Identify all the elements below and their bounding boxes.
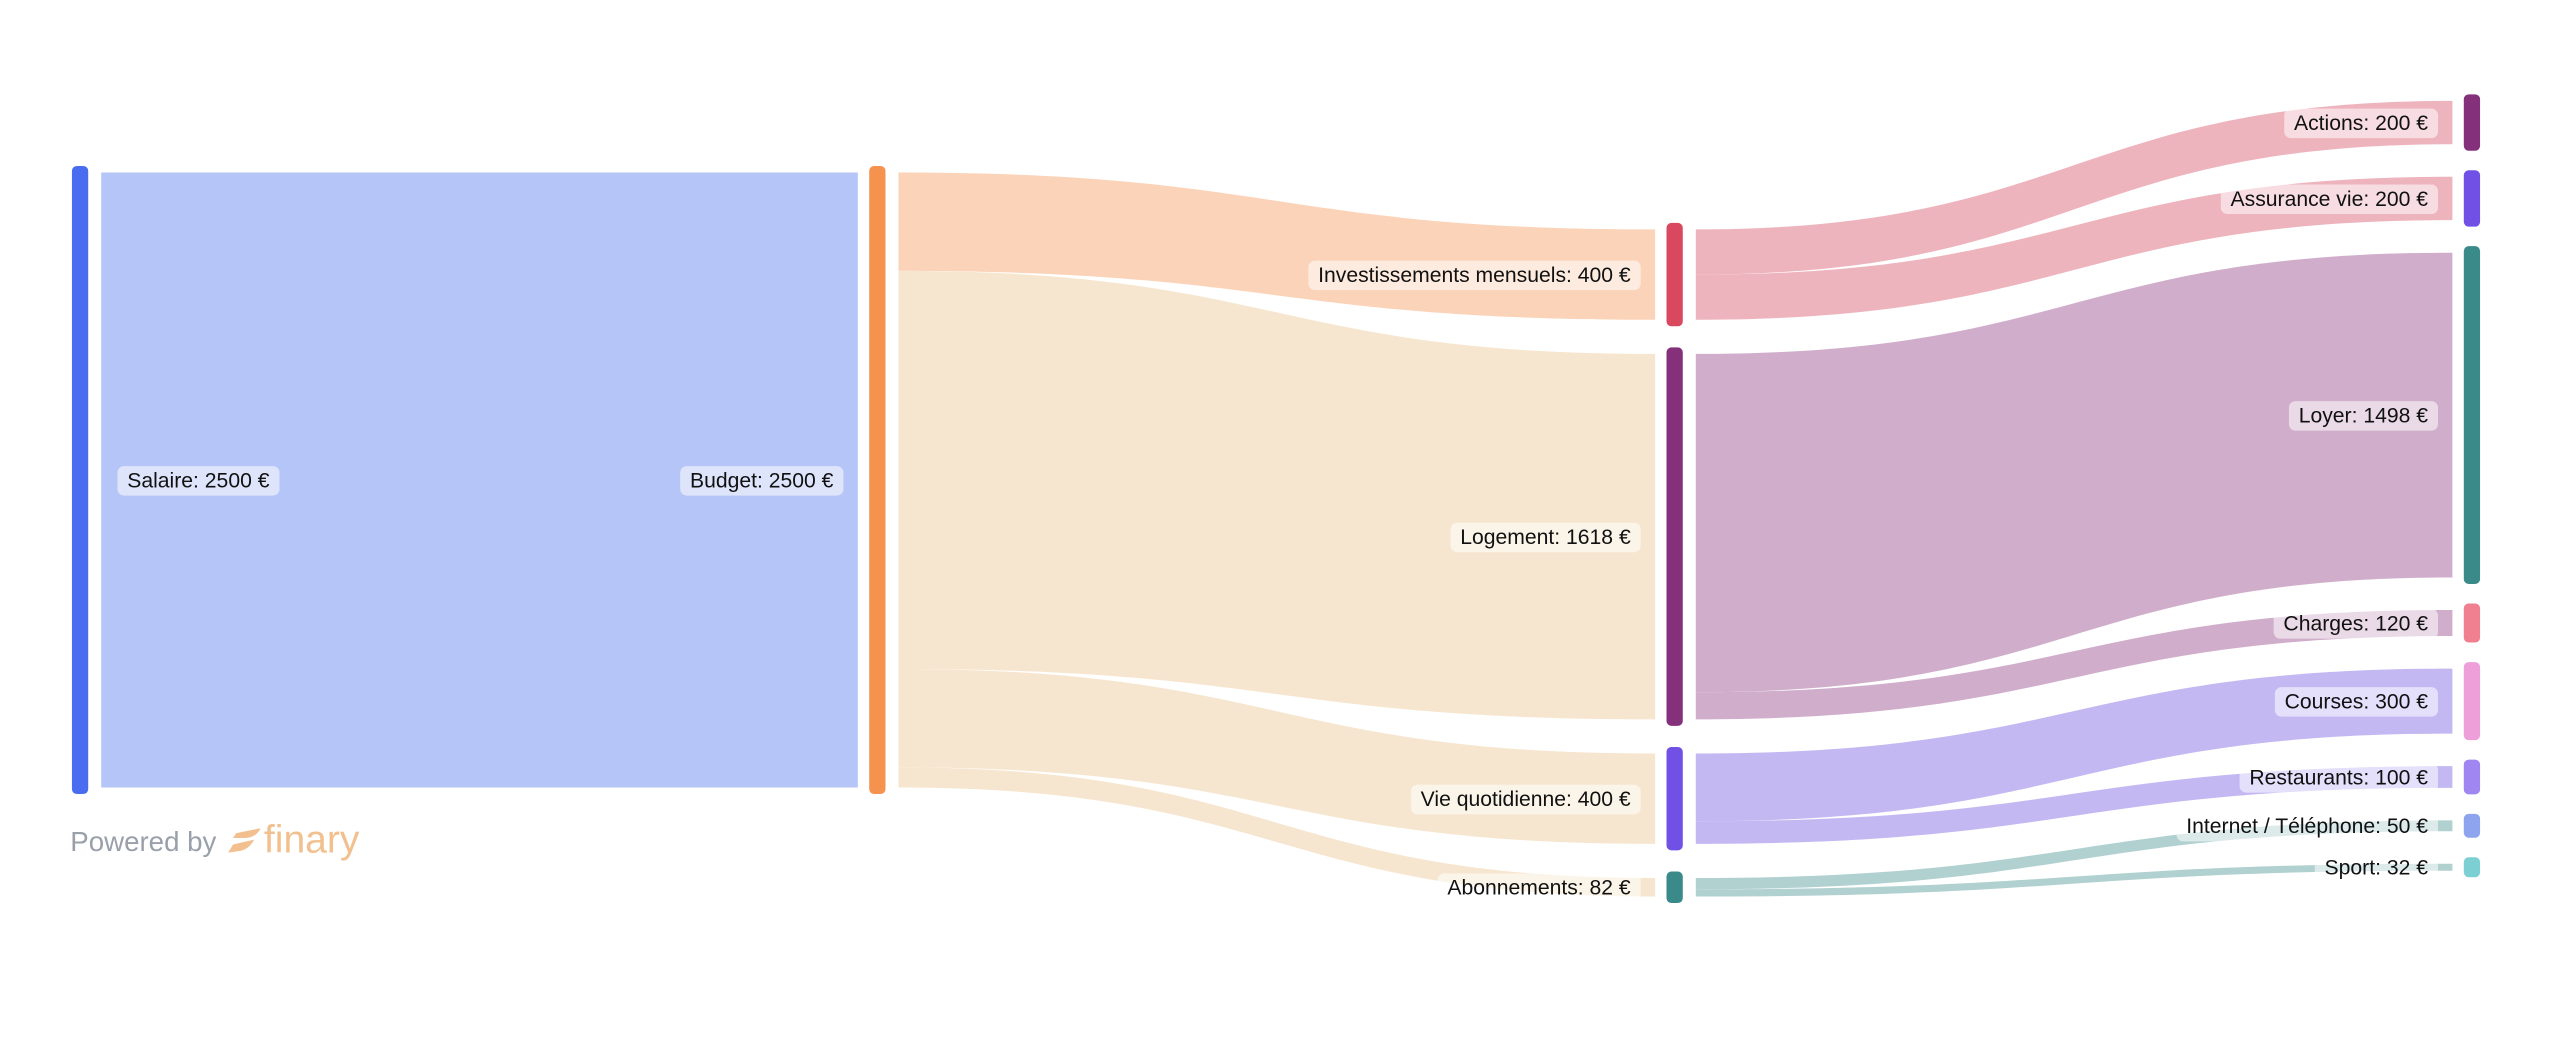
node-label-restaurants: Restaurants: 100 € bbox=[2239, 763, 2438, 793]
label-background bbox=[1450, 522, 1641, 553]
link-investissements-actions[interactable] bbox=[1695, 100, 2453, 275]
node-label-charges: Charges: 120 € bbox=[2273, 609, 2439, 639]
node-label-text: Restaurants: 100 € bbox=[2249, 766, 2428, 789]
powered-by-text: Powered by bbox=[70, 826, 216, 857]
node-label-text: Vie quotidienne: 400 € bbox=[1421, 788, 1631, 811]
link-vie-courses[interactable] bbox=[1695, 668, 2453, 822]
node-charges[interactable] bbox=[2463, 603, 2481, 643]
link-budget-abonnements[interactable] bbox=[898, 767, 1656, 897]
node-label-text: Investissements mensuels: 400 € bbox=[1318, 264, 1631, 287]
label-background bbox=[680, 466, 844, 496]
node-label-sport: Sport: 32 € bbox=[2314, 853, 2438, 883]
node-label-text: Abonnements: 82 € bbox=[1447, 877, 1631, 900]
powered-by[interactable]: Powered by finary bbox=[70, 819, 360, 862]
label-background bbox=[1437, 873, 1641, 903]
label-background bbox=[2284, 108, 2438, 139]
node-label-text: Loyer: 1498 € bbox=[2299, 404, 2429, 427]
link-logement-charges[interactable] bbox=[1695, 610, 2453, 720]
node-label-text: Courses: 300 € bbox=[2285, 690, 2429, 713]
link-abonnements-sport[interactable] bbox=[1695, 863, 2453, 897]
node-label-logement: Logement: 1618 € bbox=[1450, 522, 1641, 553]
link-logement-loyer[interactable] bbox=[1695, 252, 2453, 693]
node-label-text: Salaire: 2500 € bbox=[127, 469, 269, 492]
finary-brand: finary bbox=[264, 819, 360, 862]
label-background bbox=[2274, 687, 2439, 717]
node-sport[interactable] bbox=[2463, 857, 2481, 878]
node-label-budget: Budget: 2500 € bbox=[680, 466, 844, 496]
node-restaurants[interactable] bbox=[2463, 759, 2481, 795]
node-label-actions: Actions: 200 € bbox=[2284, 108, 2438, 139]
node-actions[interactable] bbox=[2463, 94, 2481, 151]
label-background bbox=[2314, 853, 2438, 883]
node-label-text: Sport: 32 € bbox=[2325, 857, 2429, 880]
node-label-salaire: Salaire: 2500 € bbox=[117, 466, 280, 496]
node-label-courses: Courses: 300 € bbox=[2274, 687, 2439, 717]
node-logement[interactable] bbox=[1666, 347, 1683, 726]
label-background bbox=[1410, 784, 1641, 815]
links-layer bbox=[101, 100, 2453, 897]
link-budget-logement[interactable] bbox=[898, 270, 1656, 720]
node-label-loyer: Loyer: 1498 € bbox=[2288, 401, 2438, 431]
node-label-text: Assurance vie: 200 € bbox=[2231, 188, 2429, 211]
node-loyer[interactable] bbox=[2463, 246, 2481, 584]
node-abonnements[interactable] bbox=[1666, 871, 1683, 904]
node-label-text: Logement: 1618 € bbox=[1460, 526, 1631, 549]
label-background bbox=[2176, 811, 2439, 842]
label-background bbox=[2220, 184, 2438, 215]
link-abonnements-internet[interactable] bbox=[1695, 820, 2453, 890]
node-label-abonnements: Abonnements: 82 € bbox=[1437, 873, 1641, 903]
node-label-vie: Vie quotidienne: 400 € bbox=[1410, 784, 1641, 815]
nodes-layer bbox=[71, 94, 2481, 904]
labels-layer: Salaire: 2500 € Budget: 2500 € Investissem… bbox=[117, 108, 2439, 903]
node-label-investissements: Investissements mensuels: 400 € bbox=[1308, 260, 1641, 291]
node-salaire[interactable] bbox=[71, 165, 89, 795]
link-salaire-budget[interactable] bbox=[101, 172, 858, 788]
label-background bbox=[117, 466, 280, 496]
label-background bbox=[1308, 260, 1641, 291]
node-investissements[interactable] bbox=[1666, 222, 1683, 327]
node-assurance[interactable] bbox=[2463, 170, 2481, 227]
label-background bbox=[2288, 401, 2438, 431]
node-label-assurance: Assurance vie: 200 € bbox=[2220, 184, 2438, 215]
node-internet[interactable] bbox=[2463, 813, 2481, 838]
label-background bbox=[2273, 609, 2439, 639]
label-background bbox=[2239, 763, 2438, 793]
node-label-text: Actions: 200 € bbox=[2294, 112, 2428, 135]
node-vie[interactable] bbox=[1666, 747, 1683, 851]
node-label-internet: Internet / Téléphone: 50 € bbox=[2176, 811, 2439, 842]
node-courses[interactable] bbox=[2463, 662, 2481, 741]
node-budget[interactable] bbox=[869, 165, 886, 795]
finary-logo-icon bbox=[228, 828, 261, 853]
node-label-text: Budget: 2500 € bbox=[690, 469, 834, 492]
node-label-text: Charges: 120 € bbox=[2283, 612, 2428, 635]
node-label-text: Internet / Téléphone: 50 € bbox=[2186, 815, 2428, 838]
